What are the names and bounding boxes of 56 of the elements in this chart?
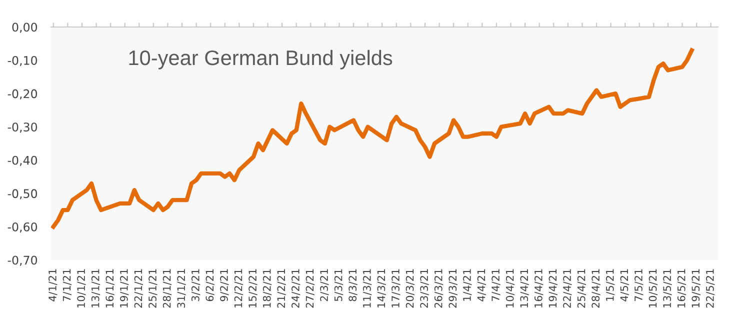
- x-tick-label: 19/4/21: [548, 269, 558, 308]
- y-tick-label: -0,50: [8, 189, 38, 200]
- x-tick-label: 19/1/21: [120, 269, 129, 308]
- y-tick-label: -0,60: [8, 222, 38, 233]
- x-tick-label: 27/2/21: [306, 269, 314, 308]
- x-tick-label: 25/4/21: [577, 269, 586, 308]
- x-tick-label: 10/4/21: [506, 269, 515, 308]
- x-tick-label: 2/3/21: [320, 269, 329, 302]
- y-tick-label: -0,40: [8, 156, 38, 166]
- x-tick-label: 28/1/21: [162, 269, 172, 308]
- x-tick-label: 8/3/21: [348, 269, 358, 302]
- x-tick-label: 20/3/21: [406, 269, 415, 308]
- x-tick-label: 13/1/21: [91, 269, 100, 308]
- x-tick-label: 10/5/21: [648, 269, 658, 308]
- x-tick-label: 6/2/21: [206, 269, 214, 302]
- x-tick-label: 15/2/21: [248, 269, 258, 308]
- x-tick-label: 11/3/21: [362, 269, 372, 308]
- y-tick-label: -0,20: [8, 89, 38, 100]
- x-tick-label: 22/1/21: [134, 269, 143, 308]
- y-tick-label: 0,00: [12, 22, 38, 33]
- x-tick-label: 4/4/21: [477, 269, 486, 302]
- x-tick-label: 21/2/21: [277, 269, 286, 308]
- x-tick-label: 28/4/21: [592, 269, 600, 308]
- x-tick-label: 24/2/21: [292, 269, 300, 308]
- x-tick-label: 29/3/21: [448, 269, 458, 308]
- x-tick-label: 1/5/21: [606, 269, 615, 301]
- x-tick-label: 25/1/21: [148, 269, 158, 308]
- x-tick-label: 16/4/21: [534, 269, 544, 308]
- x-tick-label: 9/2/21: [220, 269, 229, 302]
- y-tick-label: -0,10: [8, 56, 38, 66]
- x-tick-label: 19/5/21: [692, 269, 700, 308]
- x-tick-label: 3/2/21: [191, 269, 200, 302]
- text: 10-year German Bund yields: [129, 50, 392, 70]
- x-tick-label: 13/4/21: [520, 269, 529, 308]
- y-tick-label: -0,70: [8, 256, 38, 266]
- x-tick-label: 10/1/21: [77, 269, 86, 308]
- x-tick-label: 26/3/21: [434, 269, 444, 308]
- x-tick-label: 17/3/21: [392, 269, 400, 308]
- x-tick-label: 31/1/21: [177, 269, 186, 308]
- x-tick-label: 22/5/21: [706, 269, 715, 308]
- x-tick-label: 5/3/21: [334, 269, 344, 302]
- x-tick-label: 4/5/21: [620, 269, 629, 302]
- x-tick-label: 14/3/21: [377, 269, 386, 308]
- x-tick-label: 7/5/21: [634, 269, 644, 302]
- x-tick-label: 1/4/21: [463, 269, 472, 301]
- x-tick-label: 18/2/21: [262, 269, 272, 308]
- x-tick-label: 22/4/21: [563, 269, 572, 308]
- x-tick-label: 7/1/21: [62, 269, 72, 302]
- y-tick-label: -0,30: [8, 122, 38, 133]
- x-tick-label: 7/4/21: [492, 269, 500, 302]
- x-tick-label: 4/1/21: [48, 269, 58, 302]
- x-tick-label: 16/1/21: [106, 269, 114, 308]
- x-tick-label: 13/5/21: [663, 269, 672, 308]
- x-tick-label: 12/2/21: [234, 269, 244, 308]
- x-tick-label: 23/3/21: [420, 269, 429, 308]
- x-tick-label: 16/5/21: [677, 269, 686, 308]
